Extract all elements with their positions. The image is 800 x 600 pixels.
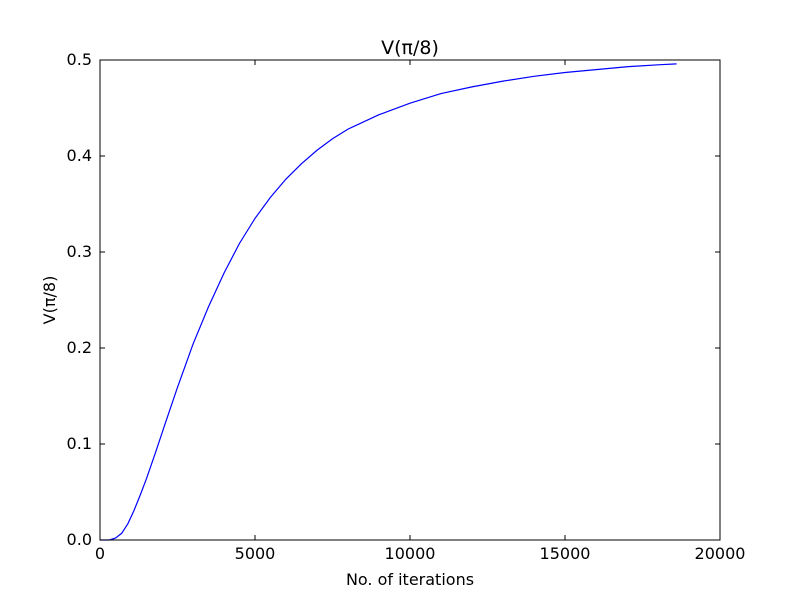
y-tick-label: 0.4 <box>67 146 92 165</box>
x-tick-label: 20000 <box>695 544 746 563</box>
y-tick-label: 0.5 <box>67 50 92 69</box>
y-tick-label: 0.2 <box>67 338 92 357</box>
x-tick-label: 0 <box>95 544 105 563</box>
y-tick-label: 0.0 <box>67 530 92 549</box>
tick-labels: 0 5000 10000 15000 20000 0.0 0.1 0.2 0.3 0.4 0.5 <box>67 50 746 563</box>
x-axis-title: No. of iterations <box>346 570 474 589</box>
x-tick-label: 15000 <box>540 544 591 563</box>
x-tick-label: 10000 <box>385 544 436 563</box>
x-tick-label: 5000 <box>235 544 276 563</box>
axis-ticks <box>99 59 721 541</box>
y-tick-label: 0.3 <box>67 242 92 261</box>
chart-title: V(π/8) <box>381 37 439 59</box>
y-tick-label: 0.1 <box>67 434 92 453</box>
series-line-0 <box>100 63 677 541</box>
y-axis-title: V(π/8) <box>40 276 59 325</box>
